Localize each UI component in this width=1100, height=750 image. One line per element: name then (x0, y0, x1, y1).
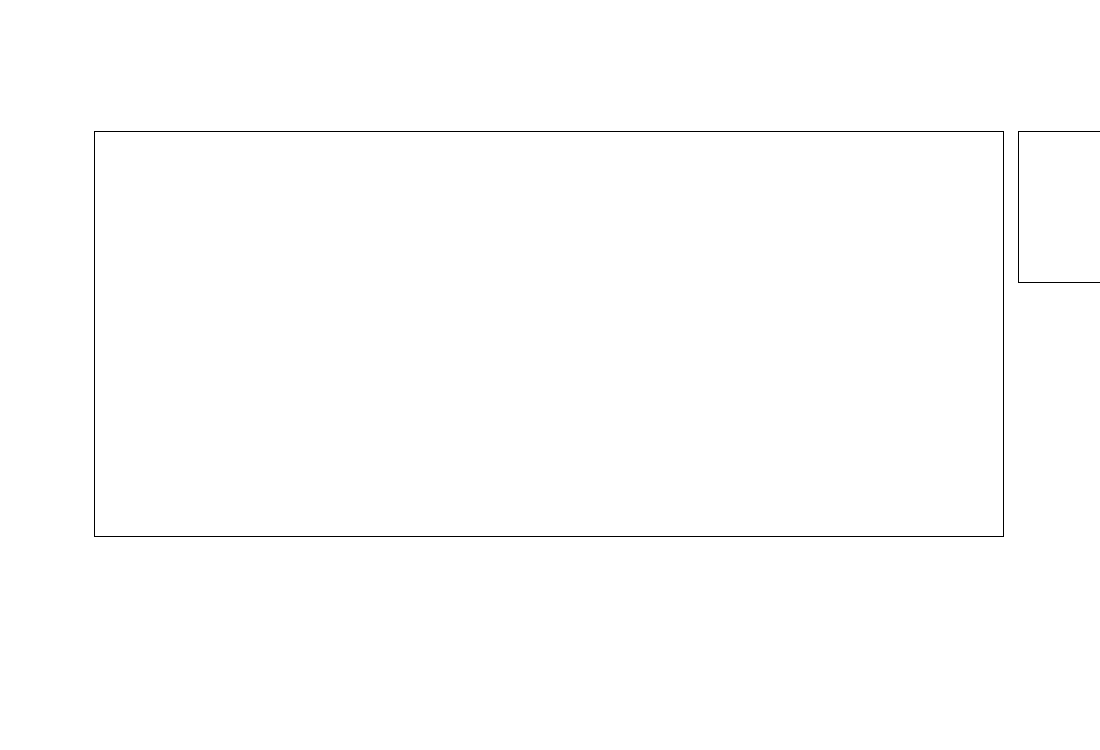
observation-marker-layer (95, 132, 1003, 536)
colorbar-gradient (1018, 131, 1100, 283)
current-direction-vector-field (95, 132, 395, 282)
colorbar (1018, 131, 1100, 537)
plot-frame (94, 131, 1004, 537)
plot-area (94, 131, 1004, 537)
